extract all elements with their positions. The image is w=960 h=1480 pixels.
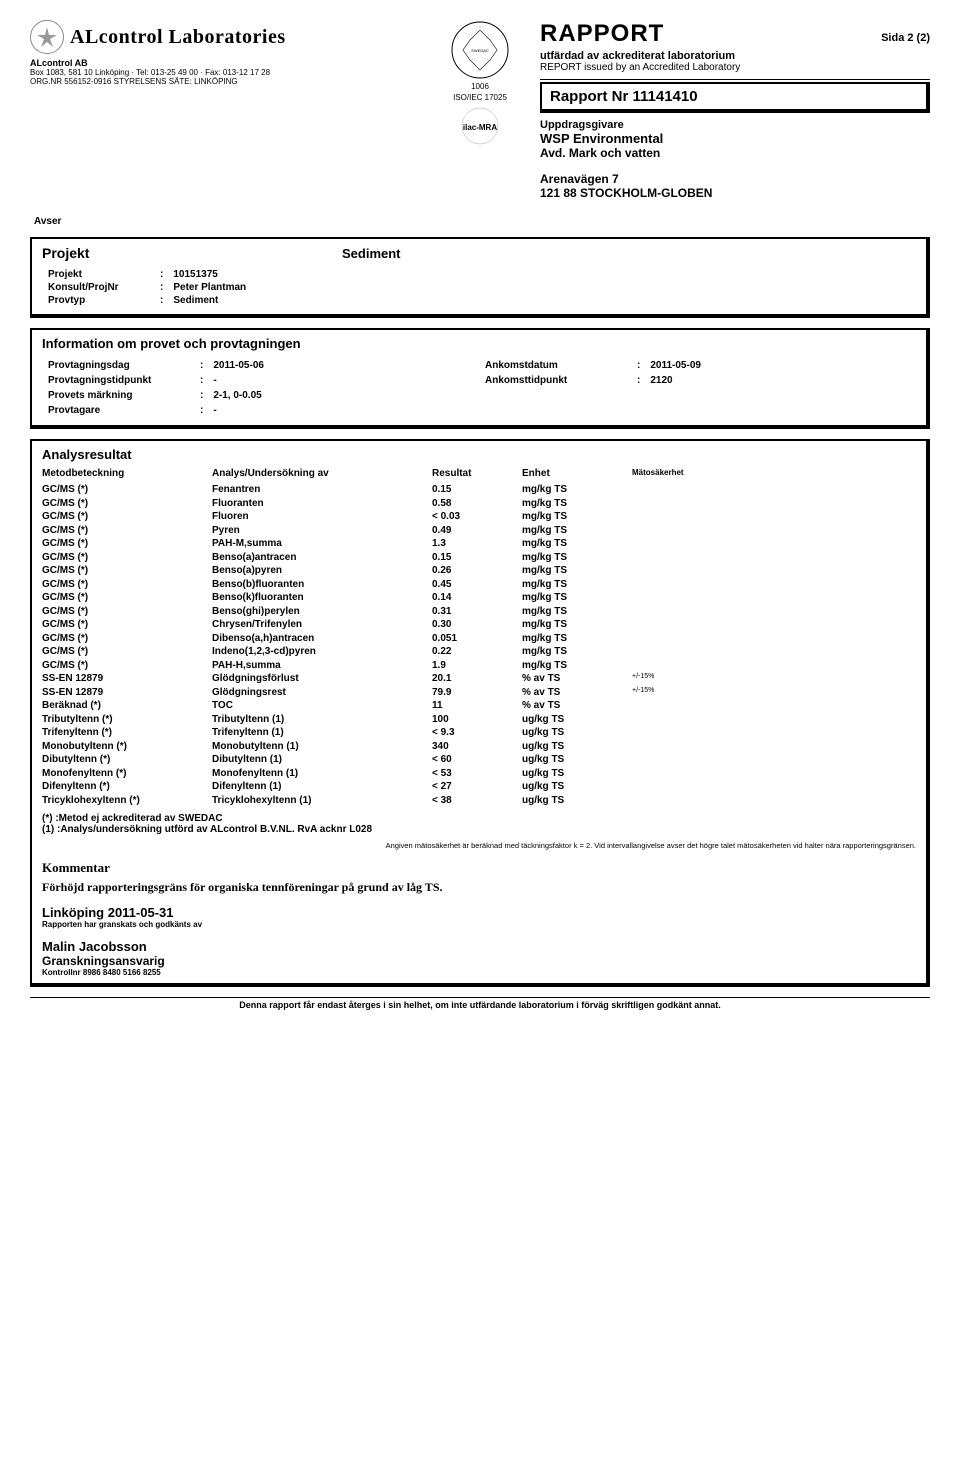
accred-standard: ISO/IEC 17025 — [453, 93, 507, 102]
page-info: Sida 2 (2) — [881, 32, 930, 44]
sample-info-left: Provtagningsdag:2011-05-06 Provtagningsti… — [42, 357, 270, 419]
results-row: GC/MS (*)Pyren0.49mg/kg TS — [42, 524, 916, 538]
project-kv-row: Konsult/ProjNr:Peter Plantman — [44, 282, 250, 293]
results-row: GC/MS (*)Fenantren0.15mg/kg TS — [42, 483, 916, 497]
report-number-box: Rapport Nr 11141410 — [540, 82, 930, 113]
project-kv-row: Provtyp:Sediment — [44, 295, 250, 306]
results-row: Tributyltenn (*)Tributyltenn (1)100ug/kg… — [42, 713, 916, 727]
signer-name: Malin Jacobsson — [42, 939, 916, 954]
signer-role: Granskningsansvarig — [42, 954, 916, 968]
report-subtitle-en: REPORT issued by an Accredited Laborator… — [540, 62, 930, 73]
company-name: ALcontrol AB — [30, 58, 420, 68]
footnote-1: (*) :Metod ej ackrediterad av SWEDAC — [42, 813, 916, 824]
results-row: GC/MS (*)PAH-H,summa1.9mg/kg TS — [42, 659, 916, 673]
info-row: Provtagningsdag:2011-05-06 — [44, 359, 268, 372]
client-name: WSP Environmental — [540, 131, 930, 146]
accred-number: 1006 — [471, 82, 489, 91]
avser-label: Avser — [34, 216, 930, 227]
results-title: Analysresultat — [42, 447, 916, 462]
company-address: Box 1083, 581 10 Linköping · Tel: 013-25… — [30, 68, 420, 77]
results-row: Monobutyltenn (*)Monobutyltenn (1)340ug/… — [42, 740, 916, 754]
project-type: Sediment — [342, 246, 401, 261]
info-row: Provets märkning:2-1, 0-0.05 — [44, 389, 268, 402]
results-row: GC/MS (*)Benso(k)fluoranten0.14mg/kg TS — [42, 591, 916, 605]
results-row: Difenyltenn (*)Difenyltenn (1)< 27ug/kg … — [42, 780, 916, 794]
results-row: Dibutyltenn (*)Dibutyltenn (1)< 60ug/kg … — [42, 753, 916, 767]
signature-sub: Rapporten har granskats och godkänts av — [42, 920, 916, 929]
lab-name: ALcontrol Laboratories — [70, 26, 286, 49]
comment-label: Kommentar — [42, 860, 916, 876]
col-hdr-analysis: Analys/Undersökning av — [212, 468, 432, 479]
results-row: Monofenyltenn (*)Monofenyltenn (1)< 53ug… — [42, 767, 916, 781]
footnote-2: (1) :Analys/undersökning utförd av ALcon… — [42, 824, 916, 835]
project-kv-table: Projekt:10151375 Konsult/ProjNr:Peter Pla… — [42, 267, 252, 308]
page-footer: Denna rapport får endast återges i sin h… — [30, 1000, 930, 1010]
results-row: SS-EN 12879Glödgningsförlust20.1% av TS+… — [42, 672, 916, 686]
col-hdr-unit: Enhet — [522, 468, 632, 479]
page-header: ALcontrol Laboratories ALcontrol AB Box … — [30, 20, 930, 208]
client-dept: Avd. Mark och vatten — [540, 146, 930, 160]
uncertainty-disclaimer: Angiven mätosäkerhet är beräknad med täc… — [42, 841, 916, 850]
results-row: GC/MS (*)Benso(ghi)perylen0.31mg/kg TS — [42, 605, 916, 619]
col-hdr-method: Metodbeteckning — [42, 468, 212, 479]
sample-info-right: Ankomstdatum:2011-05-09 Ankomsttidpunkt:2… — [479, 357, 707, 389]
accreditation-block: SWEDAC 1006 ISO/IEC 17025 ilac-MRA — [420, 20, 540, 154]
svg-text:SWEDAC: SWEDAC — [471, 48, 489, 53]
col-hdr-uncertainty: Mätosäkerhet — [632, 468, 916, 479]
results-row: SS-EN 12879Glödgningsrest79.9% av TS+/-1… — [42, 686, 916, 700]
results-row: GC/MS (*)Fluoren< 0.03mg/kg TS — [42, 510, 916, 524]
lab-logo-block: ALcontrol Laboratories ALcontrol AB Box … — [30, 20, 420, 86]
results-row: GC/MS (*)Fluoranten0.58mg/kg TS — [42, 497, 916, 511]
info-row: Ankomsttidpunkt:2120 — [481, 374, 705, 387]
swedac-icon: SWEDAC — [450, 20, 510, 80]
client-label: Uppdragsgivare — [540, 119, 930, 131]
project-box: Projekt Sediment Projekt:10151375 Konsult… — [30, 237, 930, 318]
company-orgnr: ORG.NR 556152-0916 STYRELSENS SÄTE: LINK… — [30, 77, 420, 86]
signer-control: Kontrollnr 8986 8480 5166 8255 — [42, 968, 916, 977]
client-address-l1: Arenavägen 7 — [540, 172, 930, 186]
project-kv-row: Projekt:10151375 — [44, 269, 250, 280]
results-row: GC/MS (*)PAH-M,summa1.3mg/kg TS — [42, 537, 916, 551]
info-row: Ankomstdatum:2011-05-09 — [481, 359, 705, 372]
info-row: Provtagningstidpunkt:- — [44, 374, 268, 387]
sample-info-title: Information om provet och provtagningen — [42, 336, 916, 351]
results-rows: GC/MS (*)Fenantren0.15mg/kg TSGC/MS (*)F… — [42, 483, 916, 807]
results-row: GC/MS (*)Dibenso(a,h)antracen0.051mg/kg … — [42, 632, 916, 646]
col-hdr-result: Resultat — [432, 468, 522, 479]
results-row: Beräknad (*)TOC11% av TS — [42, 699, 916, 713]
results-row: Tricyklohexyltenn (*)Tricyklohexyltenn (… — [42, 794, 916, 808]
info-row: Provtagare:- — [44, 404, 268, 417]
comment-text: Förhöjd rapporteringsgräns för organiska… — [42, 880, 916, 895]
results-row: Trifenyltenn (*)Trifenyltenn (1)< 9.3ug/… — [42, 726, 916, 740]
results-row: GC/MS (*)Indeno(1,2,3-cd)pyren0.22mg/kg … — [42, 645, 916, 659]
results-row: GC/MS (*)Benso(b)fluoranten0.45mg/kg TS — [42, 578, 916, 592]
ilac-icon: ilac-MRA — [450, 104, 510, 154]
report-header-block: RAPPORT Sida 2 (2) utfärdad av ackredite… — [540, 20, 930, 208]
report-title: RAPPORT — [540, 20, 664, 48]
svg-text:ilac-MRA: ilac-MRA — [463, 123, 497, 132]
report-subtitle-sv: utfärdad av ackrediterat laboratorium — [540, 50, 930, 62]
lab-logo-icon — [30, 20, 64, 54]
results-box: Analysresultat Metodbeteckning Analys/Un… — [30, 439, 930, 987]
results-row: GC/MS (*)Benso(a)pyren0.26mg/kg TS — [42, 564, 916, 578]
sample-info-box: Information om provet och provtagningen … — [30, 328, 930, 429]
project-title: Projekt — [42, 245, 342, 261]
results-row: GC/MS (*)Benso(a)antracen0.15mg/kg TS — [42, 551, 916, 565]
client-address-l2: 121 88 STOCKHOLM-GLOBEN — [540, 186, 930, 200]
signature-place-date: Linköping 2011-05-31 — [42, 905, 916, 920]
results-row: GC/MS (*)Chrysen/Trifenylen0.30mg/kg TS — [42, 618, 916, 632]
